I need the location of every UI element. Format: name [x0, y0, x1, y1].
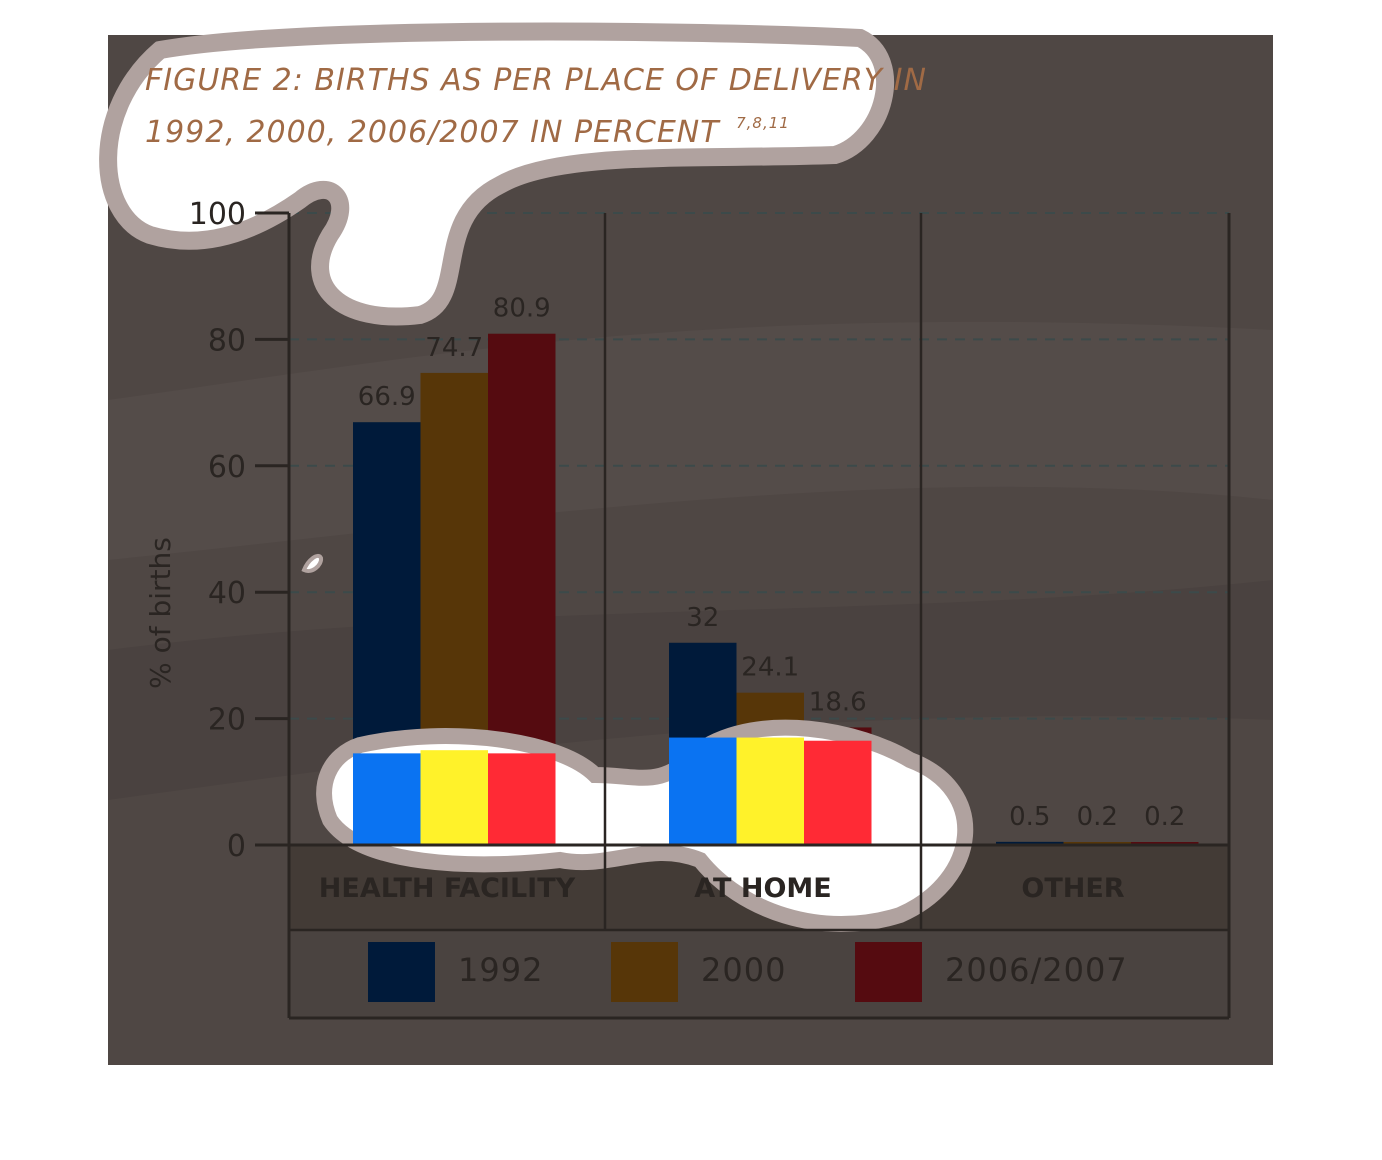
legend-box: [289, 930, 1229, 1018]
y-axis-ticks: 0 20 40 60 80 100: [189, 197, 289, 864]
y-tick-label: 40: [208, 576, 246, 611]
data-label: 74.7: [425, 333, 483, 363]
legend-label: 2006/2007: [945, 951, 1128, 989]
data-label: 80.9: [493, 294, 551, 324]
legend-swatch: [855, 942, 922, 1002]
data-label: 32: [686, 603, 719, 633]
color-patch: [420, 750, 488, 845]
chart-title-line-1: FIGURE 2: BIRTHS AS PER PLACE OF DELIVER…: [145, 63, 927, 98]
color-patch: [488, 753, 556, 845]
data-label: 66.9: [358, 382, 416, 412]
color-patch: [804, 740, 872, 845]
legend-swatch: [368, 942, 435, 1002]
data-label: 0.2: [1077, 802, 1118, 832]
data-label: 18.6: [809, 687, 867, 717]
data-label: 0.5: [1009, 802, 1050, 832]
y-tick-label: 0: [227, 829, 246, 864]
data-label: 0.2: [1144, 802, 1185, 832]
bar: [996, 841, 1064, 845]
category-label: AT HOME: [694, 873, 831, 904]
color-patch: [669, 737, 737, 845]
legend-label: 2000: [701, 951, 786, 989]
color-patch: [353, 753, 421, 845]
y-axis-label: % of births: [144, 537, 177, 689]
category-labels: HEALTH FACILITY AT HOME OTHER: [319, 873, 1125, 904]
data-labels: 66.9 32 0.5 74.7 24.1 0.2 80.9 18.6 0.2: [358, 294, 1186, 832]
legend-label: 1992: [458, 951, 543, 989]
y-tick-label: 80: [208, 323, 246, 358]
title-callout-blob: [99, 22, 894, 326]
y-tick-label: 100: [189, 197, 246, 232]
axes: [255, 213, 1231, 1020]
chart-title-text: 1992, 2000, 2006/2007 IN PERCENT: [145, 115, 721, 150]
chart-title-superscript: 7,8,11: [736, 114, 790, 132]
data-label: 24.1: [741, 653, 799, 683]
chart-title-line-2: 1992, 2000, 2006/2007 IN PERCENT 7,8,11: [145, 114, 790, 150]
y-tick-label: 20: [208, 703, 246, 738]
color-patches: [353, 737, 872, 845]
color-patch: [736, 737, 804, 845]
legend-swatch: [611, 942, 678, 1002]
category-label: OTHER: [1021, 873, 1124, 904]
small-blob: [301, 553, 324, 573]
legend: 1992 2000 2006/2007: [368, 942, 1128, 1002]
y-tick-label: 60: [208, 450, 246, 485]
category-label: HEALTH FACILITY: [319, 873, 576, 904]
